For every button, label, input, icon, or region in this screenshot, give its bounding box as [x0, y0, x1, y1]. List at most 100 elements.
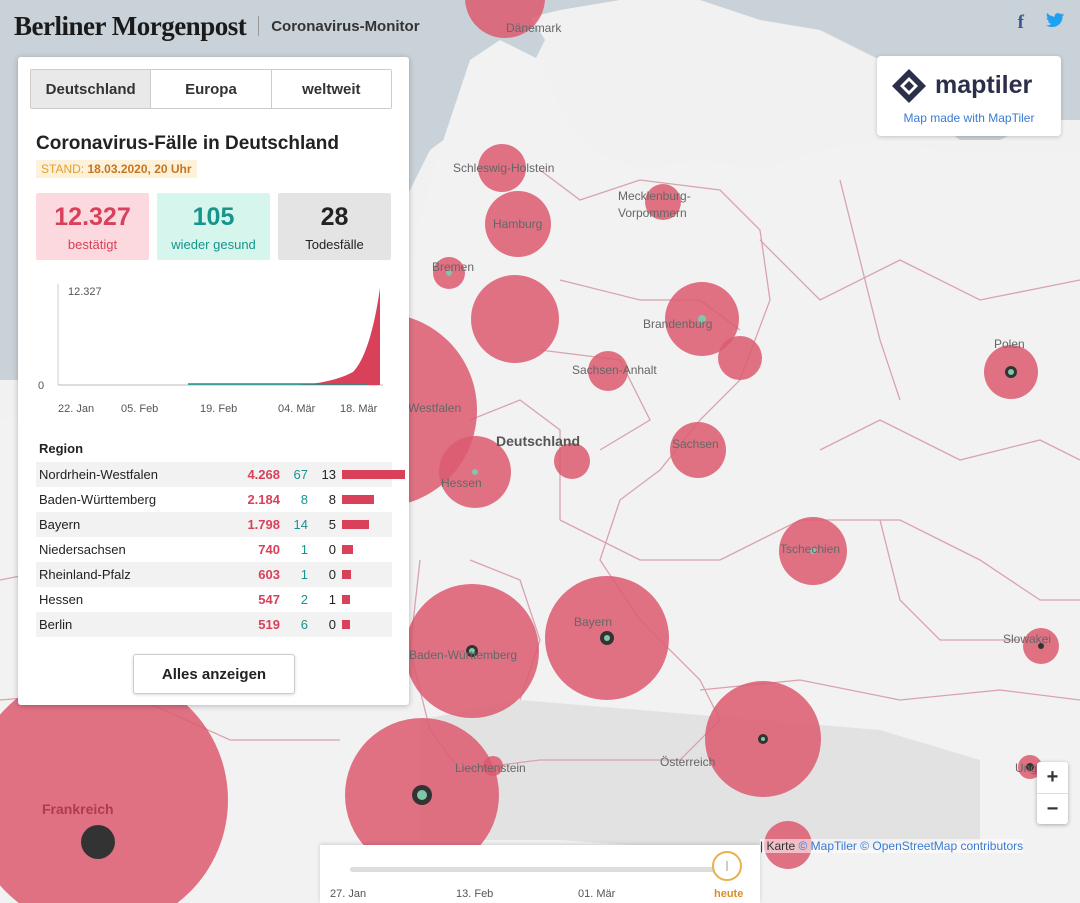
- centre-dots: [81, 270, 1044, 859]
- label-deutschland: Deutschland: [496, 433, 580, 449]
- chart-y-min-label: 0: [38, 380, 44, 392]
- region-name: Nordrhein-Westfalen: [39, 467, 158, 482]
- region-cases-bar: [342, 520, 369, 529]
- attribution-osm-link[interactable]: © OpenStreetMap contributors: [860, 839, 1024, 853]
- region-recovered: 2: [300, 592, 308, 607]
- region-cases: 740: [258, 542, 280, 557]
- chart-confirmed-area: [58, 288, 380, 385]
- region-row[interactable]: Baden-Württemberg 2.184 8 8: [36, 487, 392, 512]
- tab-deutschland[interactable]: Deutschland: [31, 70, 152, 108]
- stat-deaths-label: Todesfälle: [305, 237, 364, 252]
- chart-x-label-3: 19. Feb: [200, 403, 237, 415]
- label-brandenburg: Brandenburg: [643, 317, 712, 331]
- region-cases: 547: [258, 592, 280, 607]
- header-subtitle: Coronavirus-Monitor: [271, 17, 420, 35]
- region-row[interactable]: Berlin 519 6 0: [36, 612, 392, 637]
- region-cases: 2.184: [247, 492, 280, 507]
- zoom-out-button[interactable]: −: [1046, 798, 1059, 820]
- region-recovered: 1: [300, 567, 308, 582]
- bubble-brandenburg: [718, 336, 762, 380]
- label-slowakei: Slowakei: [1003, 632, 1051, 646]
- region-name: Hessen: [39, 592, 84, 607]
- region-cases-bar: [342, 620, 350, 629]
- region-deaths: 1: [328, 592, 336, 607]
- label-daenemark: Dänemark: [506, 21, 562, 35]
- stat-deaths: 28 Todesfälle: [278, 193, 391, 260]
- info-panel: Deutschland Europa weltweit Coronavirus-…: [18, 57, 409, 705]
- stat-deaths-value: 28: [320, 203, 349, 231]
- map-attribution: | Karte © MapTiler © OpenStreetMap contr…: [760, 839, 1024, 853]
- timeline: 27. Jan 13. Feb 01. Mär heute: [320, 845, 760, 903]
- label-frankreich: Frankreich: [42, 801, 114, 817]
- timeline-label-1: 27. Jan: [330, 888, 367, 900]
- region-name: Bayern: [39, 517, 81, 532]
- timeline-track[interactable]: [350, 867, 734, 872]
- region-deaths: 0: [328, 567, 336, 582]
- region-cases: 1.798: [247, 517, 280, 532]
- region-tabs: Deutschland Europa weltweit: [30, 69, 392, 109]
- region-header: Region: [39, 441, 84, 456]
- bubble-schleswig-holstein: [478, 144, 526, 192]
- region-name: Berlin: [39, 617, 73, 632]
- zoom-in-button[interactable]: +: [1037, 762, 1068, 794]
- region-deaths: 5: [328, 517, 336, 532]
- label-sachsen-anhalt: Sachsen-Anhalt: [572, 363, 657, 377]
- tab-weltweit[interactable]: weltweit: [271, 70, 391, 108]
- stat-recovered-label: wieder gesund: [171, 237, 256, 252]
- region-row[interactable]: Bayern 1.798 14 5: [36, 512, 392, 537]
- label-ungarn: Ung: [1015, 761, 1037, 775]
- region-table: Nordrhein-Westfalen 4.268 67 13 Baden-Württe…: [36, 462, 405, 637]
- timeline-handle[interactable]: [712, 851, 742, 881]
- panel-title: Coronavirus-Fälle in Deutschland: [36, 133, 339, 154]
- facebook-icon[interactable]: f: [1017, 12, 1024, 33]
- region-cases: 4.268: [247, 467, 280, 482]
- show-all-button[interactable]: Alles anzeigen: [133, 654, 295, 694]
- maptiler-caption[interactable]: Map made with MapTiler: [903, 111, 1035, 125]
- timeline-label-2: 13. Feb: [456, 888, 494, 900]
- label-bayern: Bayern: [574, 615, 612, 629]
- maptiler-name: maptiler: [935, 71, 1033, 99]
- region-cases: 519: [258, 617, 280, 632]
- stat-confirmed-value: 12.327: [54, 203, 131, 231]
- bubble-hamburg: [485, 191, 551, 257]
- region-cases-bar: [342, 570, 351, 579]
- stat-recovered-value: 105: [192, 203, 235, 231]
- maptiler-logo-icon: [892, 69, 926, 103]
- region-name: Baden-Württemberg: [39, 492, 157, 507]
- tab-europa[interactable]: Europa: [151, 70, 272, 108]
- label-sachsen: Sachsen: [672, 437, 719, 451]
- maptiler-badge[interactable]: maptiler Map made with MapTiler: [877, 56, 1061, 136]
- bubble-mecklenburg: [645, 184, 681, 220]
- site-header: Berliner Morgenpost Coronavirus-Monitor: [14, 8, 420, 44]
- label-westfalen: Westfalen: [408, 401, 461, 415]
- region-deaths: 13: [321, 467, 336, 482]
- bubble-frankreich: [0, 670, 228, 903]
- stand-value: 18.03.2020, 20 Uhr: [87, 162, 192, 176]
- bubble-thueringen: [554, 443, 590, 479]
- region-recovered: 14: [293, 517, 308, 532]
- bubble-sachsen-anhalt: [588, 351, 628, 391]
- header-divider: [258, 16, 260, 36]
- twitter-icon[interactable]: [1046, 12, 1064, 34]
- bubble-sachsen: [670, 422, 726, 478]
- brand-logo[interactable]: Berliner Morgenpost: [14, 10, 247, 41]
- zoom-control: + −: [1037, 762, 1068, 824]
- map-labels: Dänemark Schleswig-Holstein Mecklenburg-…: [42, 21, 1051, 817]
- attribution-maptiler-link[interactable]: © MapTiler: [798, 839, 857, 853]
- label-hamburg: Hamburg: [493, 217, 542, 231]
- region-name: Rheinland-Pfalz: [39, 567, 131, 582]
- region-row[interactable]: Hessen 547 2 1: [36, 587, 392, 612]
- region-row[interactable]: Rheinland-Pfalz 603 1 0: [36, 562, 392, 587]
- chart-x-label-1: 22. Jan: [58, 403, 94, 415]
- cases-chart: 12.327 0 22. Jan 05. Feb 19. Feb 04. Mär…: [38, 284, 383, 415]
- chart-y-max-label: 12.327: [68, 286, 102, 298]
- region-row[interactable]: Niedersachsen 740 1 0: [36, 537, 392, 562]
- region-row[interactable]: Nordrhein-Westfalen 4.268 67 13: [36, 462, 405, 487]
- region-recovered: 8: [300, 492, 308, 507]
- chart-x-label-2: 05. Feb: [121, 403, 158, 415]
- timeline-today-label: heute: [714, 888, 744, 900]
- region-recovered: 1: [300, 542, 308, 557]
- chart-x-label-4: 04. Mär: [278, 403, 316, 415]
- label-tschechien: Tschechien: [780, 542, 840, 556]
- chart-x-label-5: 18. Mär: [340, 403, 378, 415]
